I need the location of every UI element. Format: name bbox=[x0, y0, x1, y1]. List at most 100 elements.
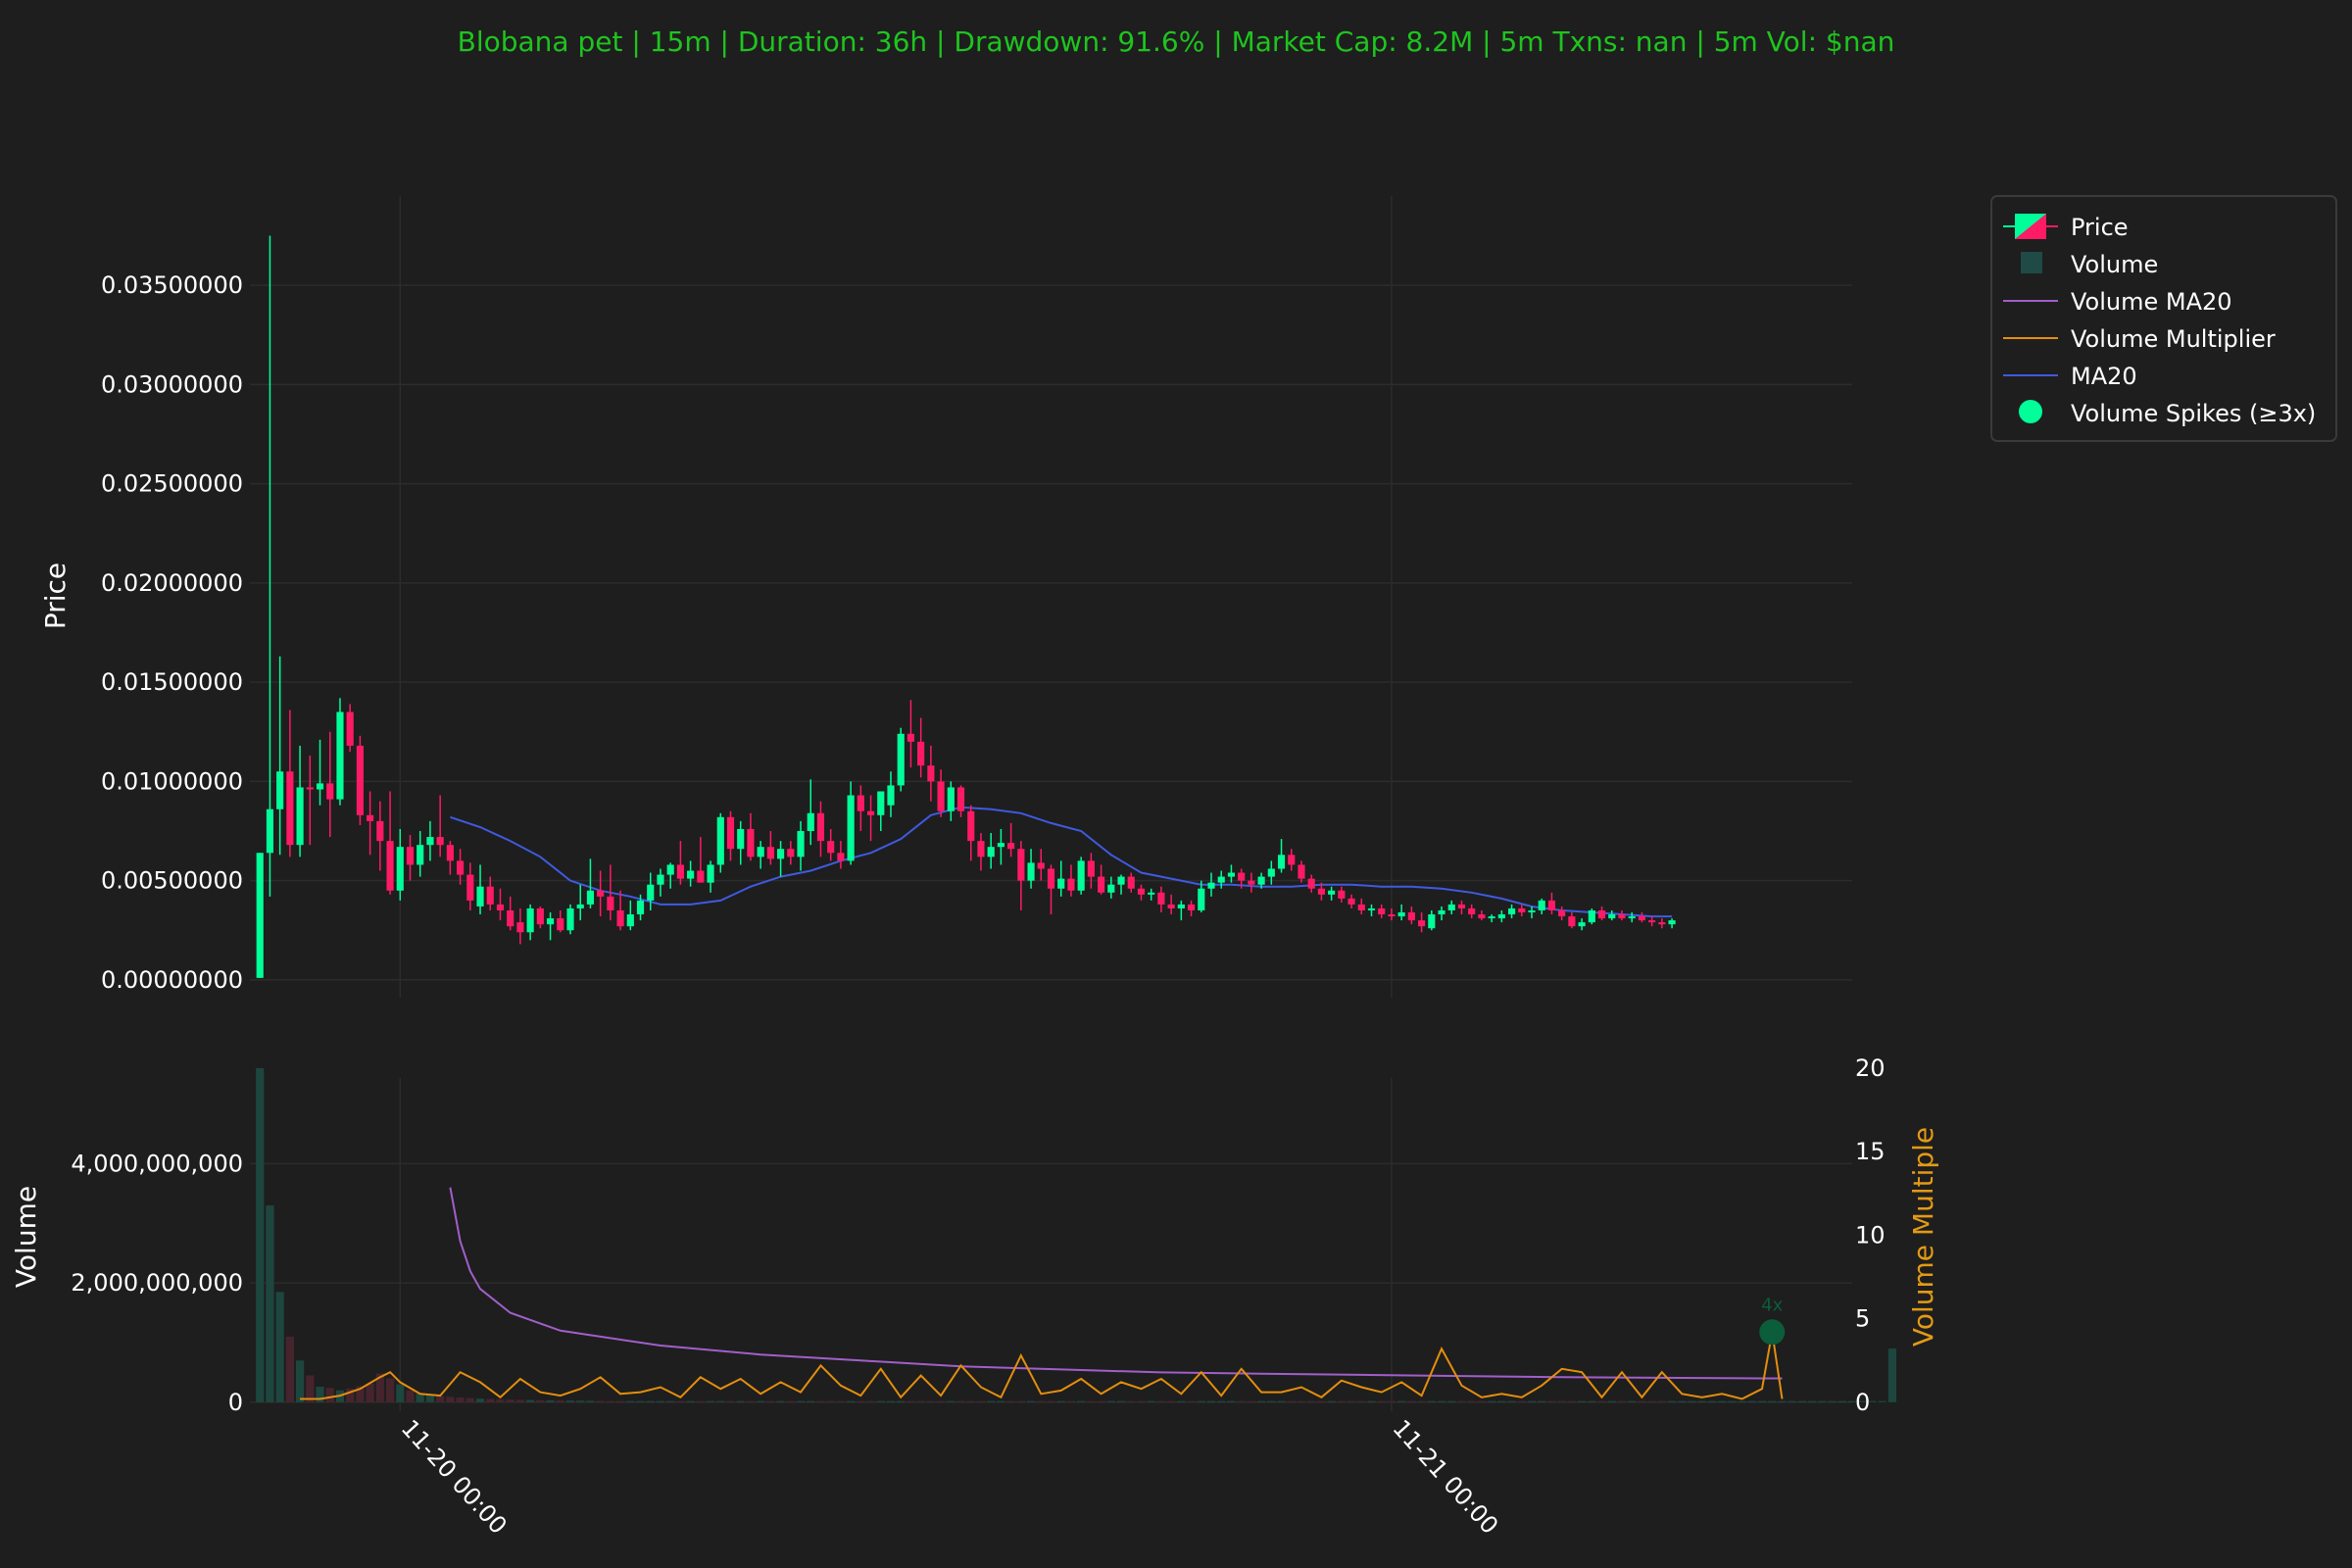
candle-body bbox=[586, 890, 595, 905]
volume-bar bbox=[1707, 1400, 1717, 1402]
candle-body bbox=[1588, 910, 1595, 923]
volume-bar bbox=[1747, 1400, 1756, 1402]
candle-body bbox=[466, 874, 474, 901]
price-axis-ticks: 0.00000000 0.00500000 0.01000000 0.01500000… bbox=[101, 271, 243, 994]
candle-body bbox=[716, 816, 724, 865]
legend-item-volume-spikes: Volume Spikes (≥3x) bbox=[2019, 400, 2316, 427]
candle-body bbox=[1087, 860, 1095, 877]
volume-tick-label: 0 bbox=[228, 1389, 243, 1416]
volume-bar bbox=[937, 1400, 946, 1402]
candle-body bbox=[1578, 922, 1586, 927]
spike-layer: 4x bbox=[1759, 1295, 1786, 1346]
volume-bar bbox=[606, 1400, 614, 1402]
volume-tick-label: 4,000,000,000 bbox=[71, 1150, 243, 1177]
volume-bar bbox=[916, 1400, 925, 1402]
candle-body bbox=[436, 837, 444, 846]
candle-body bbox=[1608, 914, 1616, 919]
volume-bar bbox=[1818, 1400, 1827, 1402]
volume-bar bbox=[565, 1400, 575, 1402]
candle-body bbox=[857, 795, 864, 811]
candle-body bbox=[1528, 910, 1536, 913]
candle-body bbox=[816, 812, 825, 842]
volume-bar bbox=[776, 1400, 785, 1402]
candle-body bbox=[956, 787, 965, 811]
candle-body bbox=[636, 900, 645, 915]
volume-bar bbox=[396, 1384, 405, 1402]
candle-body bbox=[1378, 907, 1386, 915]
candle-body bbox=[1157, 892, 1165, 905]
candle-body bbox=[296, 787, 304, 846]
volume-bar bbox=[736, 1400, 745, 1402]
candle-body bbox=[626, 914, 634, 927]
candle-body bbox=[1137, 888, 1146, 895]
candle-body bbox=[1488, 916, 1495, 919]
volume-bar bbox=[656, 1400, 665, 1402]
price-tick-label: 0.01000000 bbox=[101, 767, 243, 795]
volume-bar bbox=[796, 1400, 806, 1402]
volume-bar bbox=[826, 1400, 835, 1402]
volume-bar bbox=[876, 1400, 885, 1402]
candle-body bbox=[476, 886, 484, 906]
volume-bar bbox=[436, 1396, 445, 1402]
volume-bar bbox=[1858, 1400, 1867, 1402]
volume-bar bbox=[1788, 1400, 1796, 1402]
volume-bar bbox=[1878, 1400, 1886, 1402]
candle-body bbox=[406, 847, 415, 865]
volume-bar bbox=[1678, 1400, 1687, 1402]
volume-bar bbox=[1066, 1400, 1076, 1402]
volume-bar bbox=[1016, 1400, 1025, 1402]
volume-bar bbox=[1437, 1400, 1446, 1402]
volume-bar bbox=[1247, 1400, 1255, 1402]
volume-bar bbox=[1578, 1400, 1587, 1402]
legend-label-volume-ma20: Volume MA20 bbox=[2071, 288, 2232, 316]
volume-bar bbox=[325, 1388, 334, 1402]
candle-body bbox=[1177, 904, 1185, 908]
legend-label-volume: Volume bbox=[2071, 251, 2158, 278]
volume-bar bbox=[475, 1398, 485, 1402]
candle-body bbox=[676, 864, 684, 879]
candle-body bbox=[416, 845, 424, 865]
volume-bar bbox=[836, 1400, 845, 1402]
candle-body bbox=[657, 874, 664, 885]
candle-body bbox=[546, 918, 555, 925]
candle-body bbox=[827, 841, 835, 854]
candle-body bbox=[927, 765, 935, 782]
volume-bar bbox=[696, 1400, 705, 1402]
candle-body bbox=[1538, 900, 1545, 910]
candle-body bbox=[507, 910, 514, 927]
volume-bar bbox=[1077, 1400, 1086, 1402]
volume-bar bbox=[1417, 1400, 1426, 1402]
volume-bar bbox=[807, 1400, 815, 1402]
volume-bar bbox=[1147, 1400, 1155, 1402]
volume-bar bbox=[1597, 1400, 1606, 1402]
candle-body bbox=[336, 711, 344, 800]
candle-body bbox=[897, 733, 905, 786]
candle-body bbox=[566, 907, 574, 931]
volume-bar bbox=[626, 1400, 635, 1402]
candle-body bbox=[1568, 916, 1576, 927]
candle-body bbox=[1307, 878, 1315, 889]
candle-body bbox=[1248, 880, 1255, 885]
volume-spike-label: 4x bbox=[1761, 1295, 1783, 1315]
chart-title: Blobana pet | 15m | Duration: 36h | Draw… bbox=[458, 25, 1895, 58]
volume-bar bbox=[766, 1400, 775, 1402]
candle-body bbox=[777, 849, 785, 859]
volume-bar bbox=[1538, 1400, 1546, 1402]
volume-bar bbox=[1628, 1400, 1637, 1402]
volume-bar bbox=[1106, 1400, 1115, 1402]
volume-bar bbox=[306, 1375, 315, 1402]
volume-bar bbox=[1808, 1400, 1817, 1402]
candle-body bbox=[607, 896, 614, 910]
volume-bar bbox=[526, 1399, 535, 1402]
candle-body bbox=[346, 711, 354, 746]
price-candles bbox=[256, 235, 1676, 978]
volume-bar bbox=[1497, 1400, 1506, 1402]
volume-bar bbox=[1517, 1400, 1526, 1402]
volume-bar bbox=[1638, 1400, 1646, 1402]
volume-bar bbox=[506, 1399, 514, 1402]
volume-multiplier-line bbox=[300, 1332, 1784, 1400]
volume-bar bbox=[926, 1400, 935, 1402]
volume-bar bbox=[1718, 1400, 1727, 1402]
